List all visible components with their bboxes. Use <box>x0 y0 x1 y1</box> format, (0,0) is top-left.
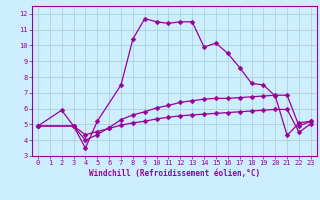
X-axis label: Windchill (Refroidissement éolien,°C): Windchill (Refroidissement éolien,°C) <box>89 169 260 178</box>
